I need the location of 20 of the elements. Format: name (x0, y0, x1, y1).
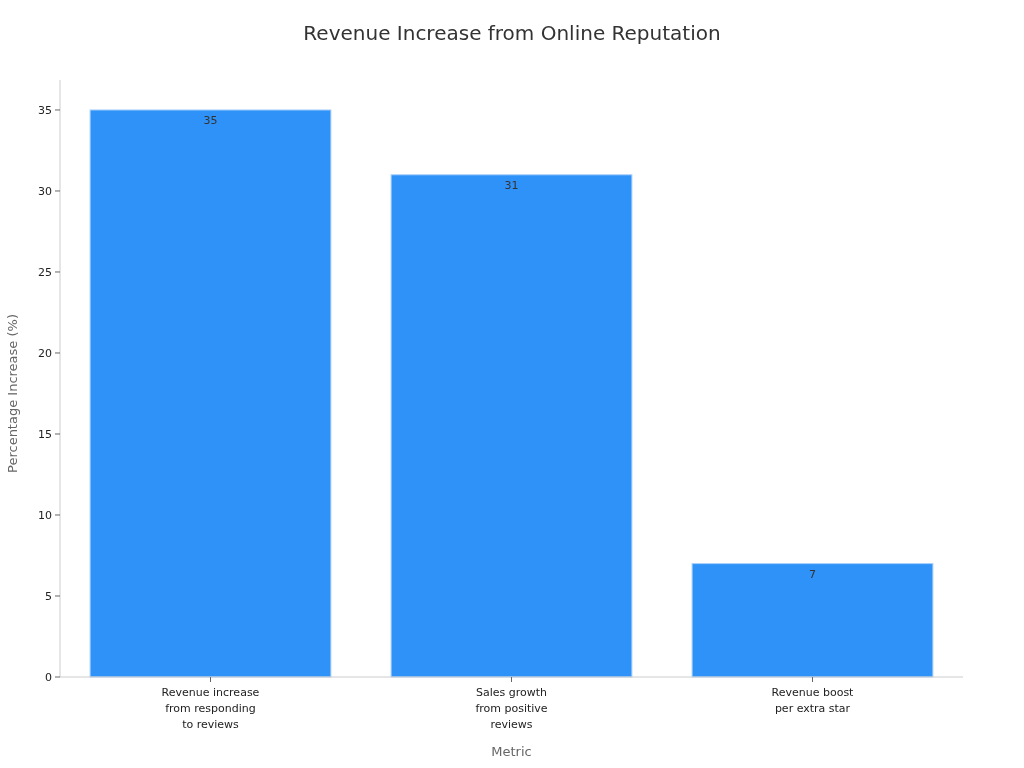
y-axis-title: Percentage Increase (%) (5, 314, 20, 473)
bar (390, 174, 633, 678)
y-tick-label: 25 (38, 265, 52, 279)
y-tick-label: 20 (38, 346, 52, 360)
chart-title: Revenue Increase from Online Reputation (303, 21, 721, 45)
x-tick-label: Revenue increase from responding to reviews (161, 686, 260, 731)
x-tick-label: Revenue boost per extra star (771, 686, 855, 715)
data-label: 7 (809, 567, 816, 581)
data-label: 31 (504, 178, 519, 192)
x-axis-title: Metric (491, 744, 532, 759)
y-tick-label: 10 (38, 508, 52, 522)
y-tick-label: 5 (45, 590, 52, 603)
y-tick-label: 35 (38, 103, 52, 117)
bar (89, 109, 332, 678)
bar (691, 563, 934, 678)
y-tick-label: 15 (38, 427, 52, 441)
y-tick-label: 30 (38, 184, 52, 198)
data-label: 35 (203, 113, 218, 127)
x-tick-label: Sales growth from positive reviews (475, 686, 548, 731)
y-tick-label: 0 (45, 671, 52, 684)
